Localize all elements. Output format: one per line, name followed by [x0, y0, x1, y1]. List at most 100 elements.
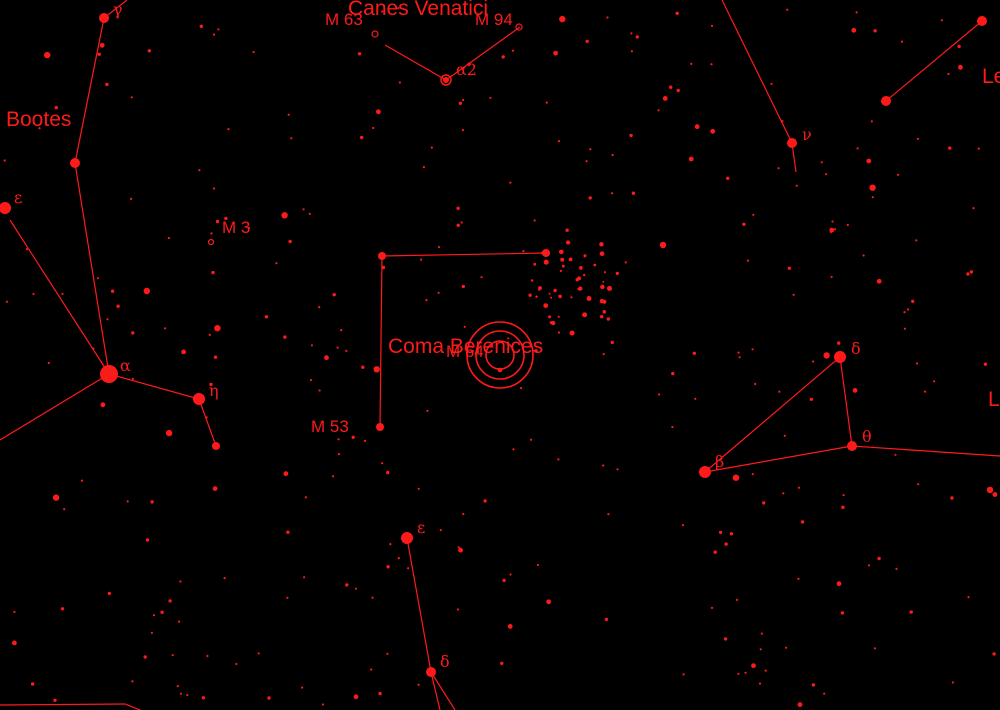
- background-star: [407, 567, 410, 570]
- background-star: [837, 341, 841, 345]
- background-star: [363, 439, 367, 442]
- background-star: [533, 219, 536, 222]
- background-star: [304, 496, 307, 499]
- background-star: [834, 228, 837, 231]
- background-star: [105, 82, 109, 87]
- star-label-gamma: γ: [113, 0, 123, 19]
- background-star: [38, 127, 41, 130]
- background-star: [907, 308, 910, 311]
- background-star: [630, 50, 634, 53]
- background-star: [227, 128, 230, 131]
- background-star: [754, 382, 757, 386]
- background-star: [777, 167, 780, 170]
- background-star: [186, 693, 189, 697]
- background-star: [681, 524, 685, 527]
- background-star: [841, 505, 845, 509]
- background-star: [602, 309, 607, 314]
- background-star: [831, 220, 834, 223]
- background-star: [286, 596, 289, 599]
- background-star: [168, 599, 172, 603]
- star-bootes-tau: [212, 442, 220, 450]
- background-star: [662, 96, 668, 101]
- background-star: [726, 176, 730, 180]
- background-star: [606, 285, 613, 291]
- background-star: [509, 181, 512, 184]
- background-star: [933, 380, 936, 383]
- background-star: [210, 232, 213, 235]
- background-star: [569, 330, 575, 336]
- background-star: [179, 580, 182, 583]
- background-star: [710, 606, 714, 610]
- background-star: [164, 327, 167, 330]
- background-star: [283, 335, 287, 339]
- background-star: [602, 353, 605, 356]
- dso-label-m53: M 53: [311, 417, 349, 436]
- background-star: [25, 248, 28, 251]
- star-label-eta: η: [209, 381, 219, 400]
- background-star: [340, 329, 343, 332]
- background-star: [437, 291, 440, 294]
- background-star: [659, 241, 667, 249]
- background-star: [718, 530, 723, 535]
- background-star: [126, 500, 129, 503]
- background-star: [894, 453, 897, 456]
- background-star: [871, 196, 874, 199]
- background-star: [461, 129, 464, 132]
- background-star: [96, 277, 99, 280]
- background-star: [143, 287, 150, 295]
- background-star: [629, 133, 633, 138]
- background-star: [842, 494, 845, 497]
- background-star: [160, 610, 164, 614]
- background-star: [32, 292, 35, 296]
- star-label-delta-leonis: δ: [851, 339, 861, 358]
- background-star: [30, 682, 35, 686]
- background-star: [851, 27, 857, 33]
- background-star: [290, 137, 293, 140]
- background-star: [812, 360, 815, 363]
- background-star: [732, 474, 740, 481]
- background-star: [671, 425, 674, 429]
- background-star: [310, 344, 313, 347]
- background-star: [557, 331, 561, 334]
- background-star: [462, 98, 465, 102]
- background-star: [916, 137, 920, 140]
- background-star: [337, 438, 340, 441]
- background-star: [710, 63, 713, 66]
- background-star: [751, 348, 754, 351]
- star-label-beta: β: [715, 452, 724, 471]
- background-star: [176, 685, 179, 688]
- background-star: [47, 361, 50, 365]
- background-star: [357, 52, 362, 56]
- background-star: [836, 581, 842, 587]
- background-star: [372, 126, 375, 130]
- background-star: [797, 577, 800, 581]
- background-star: [460, 221, 463, 224]
- background-star: [287, 113, 290, 116]
- background-star: [600, 315, 604, 319]
- constellation-label-canes-venatici: Canes Venatici: [348, 0, 488, 20]
- background-star: [575, 278, 579, 282]
- background-star: [165, 429, 173, 437]
- background-star: [797, 486, 801, 489]
- background-star: [785, 646, 788, 649]
- background-star: [751, 473, 754, 476]
- background-star: [940, 19, 943, 22]
- background-star: [167, 236, 170, 240]
- background-star: [309, 379, 313, 382]
- background-star: [480, 276, 483, 279]
- background-star: [303, 576, 306, 579]
- background-star: [286, 530, 290, 534]
- target-reticle-icon[interactable]: [466, 321, 534, 389]
- background-star: [509, 573, 512, 576]
- background-star: [530, 438, 533, 441]
- background-star: [713, 550, 717, 554]
- reticle-middle-ring: [475, 330, 525, 380]
- background-star: [224, 216, 228, 221]
- background-star: [823, 352, 830, 359]
- background-star: [797, 702, 803, 707]
- star-label-delta-virginis: δ: [440, 652, 450, 671]
- background-star: [744, 671, 747, 674]
- background-star: [61, 292, 64, 295]
- background-star: [579, 266, 583, 270]
- background-star: [557, 140, 561, 143]
